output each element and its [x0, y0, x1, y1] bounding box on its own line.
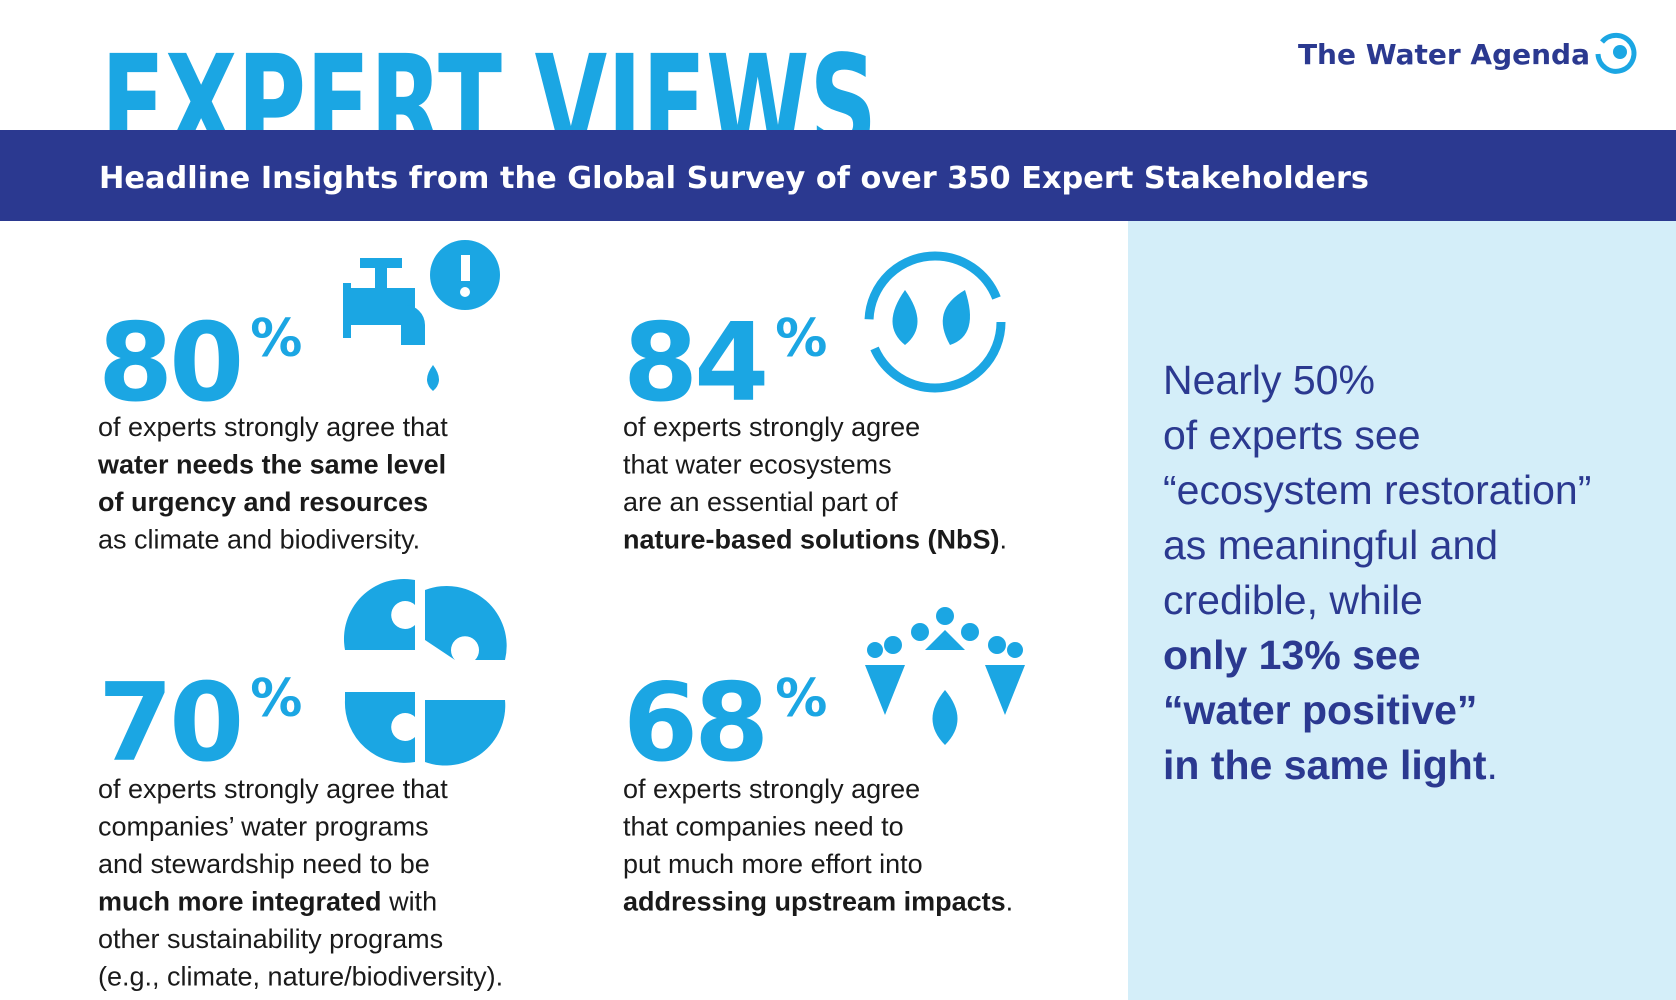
- stat-unit: %: [775, 669, 827, 729]
- bold-text: much more integrated: [98, 887, 382, 917]
- text-line: much more integrated with: [98, 887, 437, 917]
- text: credible, while: [1163, 577, 1423, 623]
- text-line: of experts strongly agree: [623, 412, 920, 442]
- stat-unit: %: [250, 309, 302, 369]
- text-line: put much more effort into: [623, 849, 923, 879]
- text-line: in the same light.: [1163, 742, 1498, 788]
- text-line: are an essential part of: [623, 487, 898, 517]
- text-line: (e.g., climate, nature/biodiversity).: [98, 962, 503, 992]
- text: (e.g., climate, nature/biodiversity).: [98, 962, 503, 992]
- text: are an essential part of: [623, 487, 898, 517]
- text-line: addressing upstream impacts.: [623, 887, 1013, 917]
- text-line: as climate and biodiversity.: [98, 525, 420, 555]
- stat-unit: %: [775, 309, 827, 369]
- text: as climate and biodiversity.: [98, 525, 420, 555]
- header-band: [0, 130, 1676, 221]
- icon-puzzle: [343, 578, 507, 766]
- sidebar-panel: [1128, 221, 1676, 1000]
- brand: The Water Agenda: [1298, 38, 1590, 71]
- text-line: of experts strongly agree that: [98, 774, 448, 804]
- text: that companies need to: [623, 812, 904, 842]
- bold-text: addressing upstream impacts: [623, 887, 1006, 917]
- text: that water ecosystems: [623, 450, 892, 480]
- text-line: companies’ water programs: [98, 812, 429, 842]
- text: of experts strongly agree that: [98, 774, 448, 804]
- text-line: water needs the same level: [97, 450, 446, 480]
- text-line: credible, while: [1163, 577, 1423, 623]
- text: and stewardship need to be: [98, 849, 430, 879]
- text-line: of urgency and resources: [98, 487, 428, 517]
- text: .: [1000, 525, 1008, 555]
- sidebar: Nearly 50% of experts see “ecosystem resto…: [1163, 357, 1591, 788]
- text: “ecosystem restoration”: [1163, 467, 1591, 513]
- text-line: of experts strongly agree: [623, 774, 920, 804]
- text: of experts strongly agree: [623, 774, 920, 804]
- text: .: [1006, 887, 1014, 917]
- text: of experts strongly agree: [623, 412, 920, 442]
- brand-logo: [1595, 32, 1637, 74]
- bold-text: nature-based solutions (NbS): [623, 525, 1000, 555]
- bold-text: of urgency and resources: [98, 487, 428, 517]
- text-line: other sustainability programs: [98, 924, 443, 954]
- stats: 80 % of experts strongly agree that water n…: [97, 301, 1013, 992]
- stat-unit: %: [250, 669, 302, 729]
- text-line: that companies need to: [623, 812, 904, 842]
- stat-number: 84: [623, 301, 765, 426]
- text: Nearly 50%: [1163, 357, 1375, 403]
- text: of experts strongly agree that: [98, 412, 448, 442]
- text: of experts see: [1163, 412, 1421, 458]
- bold-text: in the same light: [1163, 742, 1487, 788]
- text-line: and stewardship need to be: [98, 849, 430, 879]
- text: .: [1487, 742, 1498, 788]
- text: other sustainability programs: [98, 924, 443, 954]
- text-line: of experts strongly agree that: [98, 412, 448, 442]
- subtitle: Headline Insights from the Global Survey…: [99, 161, 1369, 196]
- text-line: of experts see: [1163, 412, 1421, 458]
- icon-tap: [343, 240, 500, 391]
- icon-people: [865, 607, 1025, 745]
- text-line: “ecosystem restoration”: [1163, 467, 1591, 513]
- text: put much more effort into: [623, 849, 923, 879]
- text-line: as meaningful and: [1163, 522, 1498, 568]
- bold-text: only 13% see: [1163, 632, 1421, 678]
- stat-number: 70: [98, 661, 240, 786]
- icon-cycle: [864, 251, 1006, 393]
- text: companies’ water programs: [98, 812, 429, 842]
- bold-text: water needs the same level: [97, 450, 446, 480]
- text: as meaningful and: [1163, 522, 1498, 568]
- text-line: nature-based solutions (NbS).: [623, 525, 1007, 555]
- stat-number: 80: [98, 301, 240, 426]
- text-line: Nearly 50%: [1163, 357, 1375, 403]
- text-line: only 13% see: [1163, 632, 1421, 678]
- text: with: [382, 887, 438, 917]
- stat-number: 68: [623, 661, 765, 786]
- text-line: that water ecosystems: [623, 450, 892, 480]
- bold-text: “water positive”: [1163, 687, 1477, 733]
- text-line: “water positive”: [1163, 687, 1477, 733]
